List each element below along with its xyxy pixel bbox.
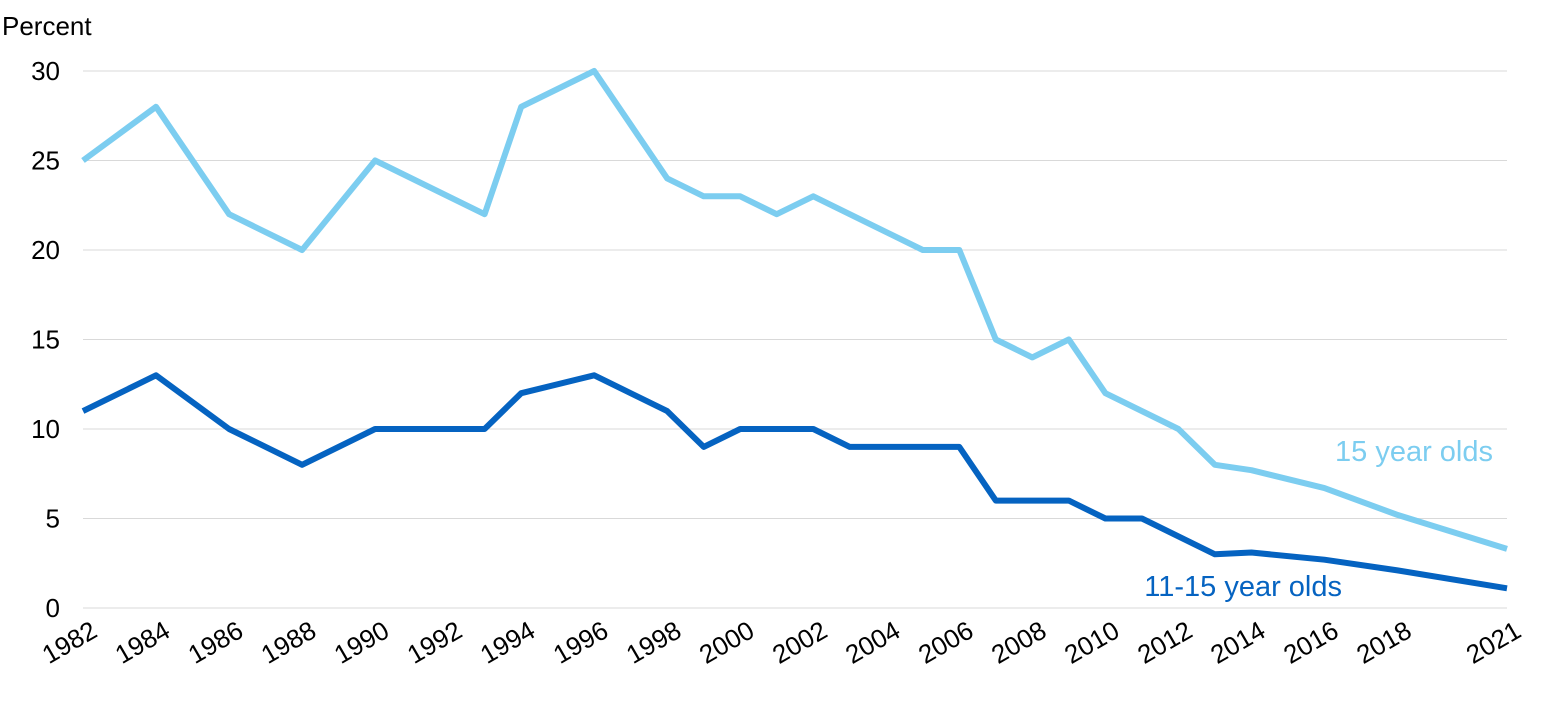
y-tick-label: 10 [31, 414, 60, 444]
x-tick-label: 1986 [183, 615, 248, 670]
series-label-11-15-year-olds: 11-15 year olds [1144, 571, 1342, 603]
x-tick-label: 2016 [1278, 615, 1343, 670]
y-axis-label: Percent [2, 11, 92, 41]
x-tick-label: 1992 [402, 615, 467, 670]
x-tick-label: 1982 [37, 615, 102, 670]
x-tick-label: 2018 [1351, 615, 1416, 670]
y-tick-label: 15 [31, 325, 60, 355]
y-axis-ticks: 0 5 10 15 20 25 30 [31, 56, 60, 623]
x-axis-ticks: 1982 1984 1986 1988 1990 1992 1994 1996 1998 2000… [37, 615, 1526, 670]
series-lines [81, 68, 1508, 592]
y-tick-label: 20 [31, 235, 60, 265]
x-tick-label: 1984 [110, 615, 175, 670]
y-tick-label: 25 [31, 146, 60, 176]
x-tick-label: 1994 [475, 615, 540, 670]
x-tick-label: 2000 [694, 615, 759, 670]
labels: Percent 15 year olds 11-15 year olds [2, 11, 1493, 603]
series-line-11-15-year-olds [81, 372, 1508, 592]
x-tick-label: 1996 [548, 615, 613, 670]
x-tick-label: 2014 [1205, 615, 1270, 670]
y-tick-label: 0 [46, 593, 60, 623]
x-tick-label: 2002 [767, 615, 832, 670]
x-tick-label: 2012 [1132, 615, 1197, 670]
x-tick-label: 1990 [329, 615, 394, 670]
series-line-15-year-olds [81, 68, 1508, 552]
gridlines [83, 70, 1507, 609]
x-tick-label: 2010 [1059, 615, 1124, 670]
series-label-15-year-olds: 15 year olds [1335, 436, 1493, 468]
x-tick-label: 2021 [1461, 615, 1526, 670]
y-tick-label: 30 [31, 56, 60, 86]
x-tick-label: 2004 [840, 615, 905, 670]
x-tick-label: 2006 [913, 615, 978, 670]
x-tick-label: 2008 [986, 615, 1051, 670]
x-tick-label: 1998 [621, 615, 686, 670]
x-tick-label: 1988 [256, 615, 321, 670]
y-tick-label: 5 [46, 504, 60, 534]
